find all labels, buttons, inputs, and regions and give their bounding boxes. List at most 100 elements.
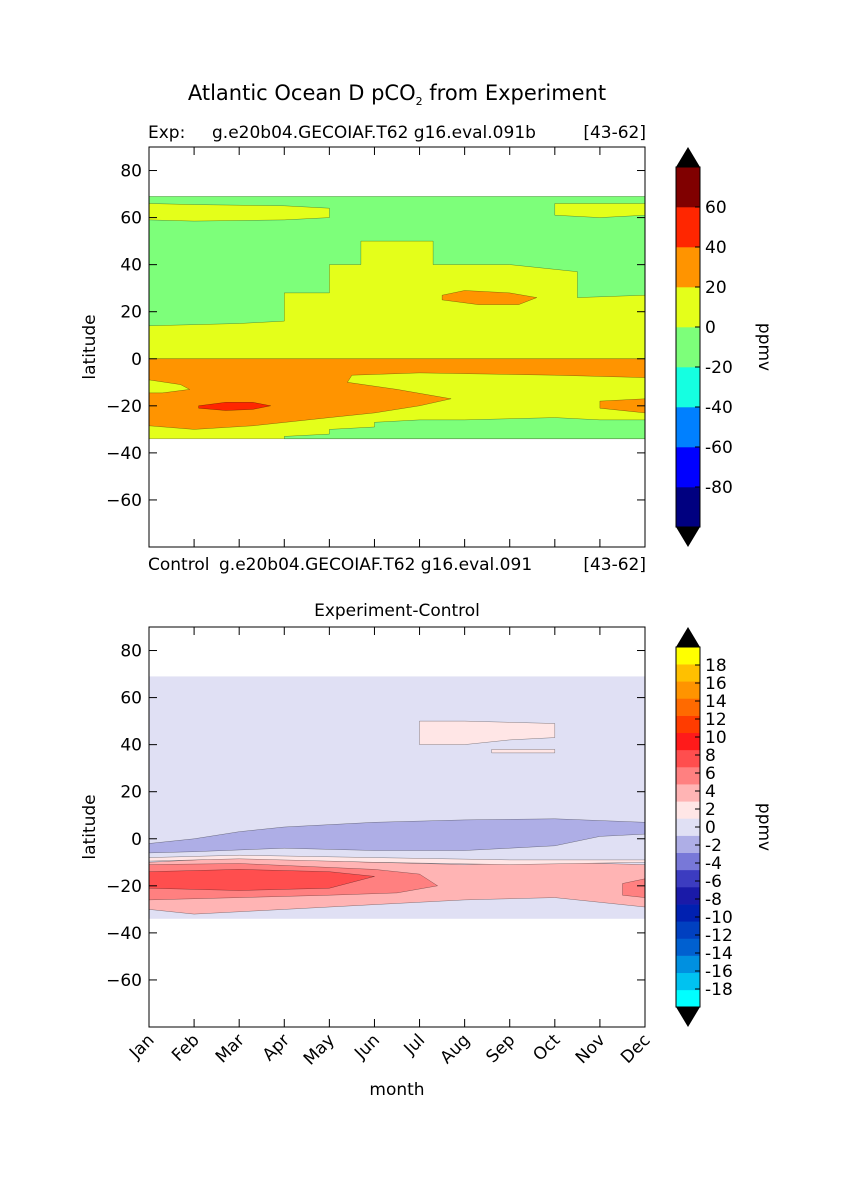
bottom-colorbar-segment (676, 647, 700, 665)
bottom-colorbar-segment (676, 732, 700, 751)
xtick-label-feb: Feb (168, 1030, 203, 1065)
bottom-contour-region-1 (419, 720, 556, 745)
xtick-label-jan: Jan (125, 1030, 158, 1063)
bottom-colorbar-segment (676, 955, 700, 974)
top-colorbar-segment (676, 247, 700, 288)
figure-title-subscript: 2 (416, 95, 423, 108)
bottom-colorbar-segment (676, 749, 700, 768)
bottom-colorbar-segment (676, 664, 700, 682)
bottom-ytick-label: 20 (120, 783, 142, 803)
bottom-colorbar-tick-label: 16 (705, 674, 727, 694)
xtick-label-dec: Dec (617, 1030, 654, 1067)
xtick-label-jun: Jun (350, 1030, 384, 1064)
bottom-colorbar-segment (676, 887, 700, 905)
bottom-colorbar-tick-label: 6 (705, 764, 716, 784)
bottom-colorbar-extend-high (676, 627, 700, 647)
bottom-colorbar-segment (676, 972, 700, 991)
bottom-colorbar-segment (676, 698, 700, 716)
top-caption-right: [43-62] (583, 555, 646, 575)
bottom-colorbar-segment (676, 869, 700, 888)
xtick-label-sep: Sep (482, 1030, 519, 1067)
figure-title: Atlantic Ocean D pCO2 from Experiment (188, 81, 606, 108)
bottom-xlabel: month (369, 1080, 424, 1100)
bottom-contour-region-2 (491, 749, 556, 754)
top-contour-region-8 (198, 402, 271, 411)
bottom-colorbar-segment (676, 835, 700, 854)
bottom-panel: Experiment-Control latitude month 806040… (80, 601, 774, 1100)
bottom-contour-region-3 (148, 818, 646, 854)
top-colorbar-tick-label: -80 (705, 478, 733, 498)
bottom-ytick-label: 60 (120, 689, 142, 709)
top-colorbar-tick-label: -20 (705, 358, 733, 378)
bottom-colorbar-tick-label: -4 (705, 854, 722, 874)
bottom-ytick-label: 80 (120, 642, 142, 662)
top-colorbar-segment (676, 367, 700, 408)
bottom-colorbar-tick-label: 8 (705, 746, 716, 766)
bottom-colorbar-tick-label: -8 (705, 890, 722, 910)
bottom-colorbar-tick-label: -14 (705, 944, 733, 964)
bottom-colorbar-extend-low (676, 1007, 700, 1027)
bottom-colorbar-segment (676, 989, 700, 1008)
top-ytick-label: 0 (131, 350, 142, 370)
xtick-label-may: May (300, 1030, 339, 1069)
bottom-colorbar-segment (676, 801, 700, 819)
bottom-colorbar-tick-label: 12 (705, 710, 727, 730)
xtick-label-jul: Jul (400, 1030, 429, 1059)
top-colorbar-extend-high (676, 147, 700, 167)
top-title-left: Exp: (148, 123, 185, 143)
top-ytick-label: −40 (106, 444, 142, 464)
xtick-label-mar: Mar (212, 1030, 249, 1067)
xtick-label-apr: Apr (259, 1030, 294, 1065)
bottom-contour-region-7 (148, 869, 375, 891)
top-colorbar-segment (676, 167, 700, 208)
top-ytick-label: −60 (106, 491, 142, 511)
top-colorbar-tick-label: 0 (705, 318, 716, 338)
top-ytick-label: 40 (120, 256, 142, 276)
bottom-colorbar-segment (676, 938, 700, 956)
top-colorbar-tick-label: -40 (705, 398, 733, 418)
top-contour-region-5 (148, 358, 646, 430)
top-ylabel: latitude (80, 314, 100, 379)
bottom-ytick-label: 40 (120, 736, 142, 756)
top-panel: Exp: g.e20b04.GECOIAF.T62 g16.eval.091b … (80, 123, 774, 575)
bottom-colorbar-label: ppmv (754, 803, 774, 851)
bottom-ytick-label: 0 (131, 830, 142, 850)
bottom-ylabel: latitude (80, 794, 100, 859)
xtick-label-nov: Nov (572, 1030, 610, 1068)
xtick-label-oct: Oct (529, 1030, 564, 1065)
top-colorbar-segment (676, 327, 700, 368)
top-colorbar-extend-low (676, 527, 700, 547)
bottom-colorbar-segment (676, 921, 700, 939)
figure-title-prefix: Atlantic Ocean D pCO (188, 81, 416, 105)
top-ytick-label: 80 (120, 162, 142, 182)
bottom-colorbar-tick-label: -2 (705, 836, 722, 856)
top-contour-region-1 (148, 196, 646, 327)
bottom-colorbar-tick-label: 4 (705, 782, 716, 802)
top-colorbar-segment (676, 207, 700, 248)
top-colorbar: -80 -60 -40 -20 0 20 40 60 (675, 147, 733, 547)
top-colorbar-tick-label: -60 (705, 438, 733, 458)
figure-title-suffix: from Experiment (423, 81, 607, 105)
top-colorbar-segment (676, 487, 700, 528)
top-colorbar-segment (676, 407, 700, 448)
bottom-colorbar-segment (676, 767, 700, 785)
top-title-right: [43-62] (583, 123, 646, 143)
bottom-title: Experiment-Control (314, 601, 480, 621)
top-contour-region-2 (148, 203, 330, 222)
bottom-yticks: 80 60 40 20 0 −20 −40 −60 (106, 642, 645, 991)
bottom-colorbar-segment (676, 681, 700, 699)
bottom-colorbar-tick-label: -10 (705, 908, 733, 928)
top-colorbar-segment (676, 287, 700, 328)
top-colorbar-segment (676, 447, 700, 488)
bottom-colorbar-tick-label: -12 (705, 926, 733, 946)
top-colorbar-label: ppmv (754, 323, 774, 371)
bottom-colorbar-tick-label: -16 (705, 962, 733, 982)
bottom-ytick-label: −40 (106, 924, 142, 944)
xtick-label-aug: Aug (437, 1030, 475, 1068)
top-contour-region-9 (441, 290, 538, 305)
bottom-colorbar-tick-label: -18 (705, 980, 733, 1000)
bottom-axes-frame (148, 626, 646, 1028)
bottom-ytick-label: −60 (106, 971, 142, 991)
